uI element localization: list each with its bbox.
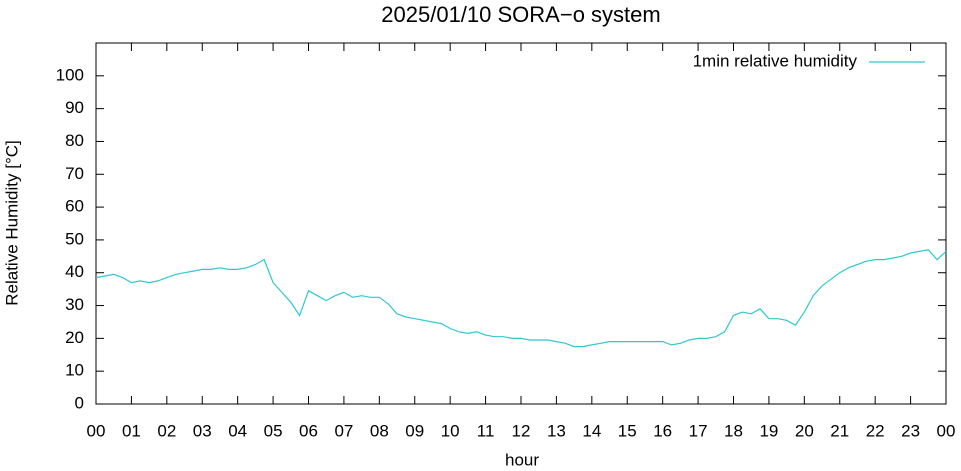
y-tick-label: 20 <box>65 328 84 347</box>
y-tick-label: 50 <box>65 229 84 248</box>
x-tick-label: 23 <box>901 421 920 440</box>
x-tick-label: 13 <box>547 421 566 440</box>
x-tick-label: 01 <box>122 421 141 440</box>
x-tick-label: 05 <box>264 421 283 440</box>
plot-frame <box>95 42 947 405</box>
x-tick-label: 16 <box>653 421 672 440</box>
x-tick-label: 07 <box>334 421 353 440</box>
y-tick-label: 0 <box>75 393 84 412</box>
x-tick-label: 22 <box>866 421 885 440</box>
chart-title: 2025/01/10 SORA−o system <box>381 2 660 27</box>
x-tick-label: 00 <box>87 421 106 440</box>
x-tick-label: 03 <box>193 421 212 440</box>
data-line <box>95 249 947 348</box>
y-tick-label: 100 <box>56 65 84 84</box>
y-axis-label: Relative Humidity [°C] <box>2 140 21 306</box>
y-tick-label: 10 <box>65 361 84 380</box>
y-tick-label: 60 <box>65 197 84 216</box>
x-tick-label: 10 <box>441 421 460 440</box>
x-tick-label: 11 <box>477 421 495 440</box>
y-tick-label: 30 <box>65 295 84 314</box>
x-tick-label: 00 <box>937 421 956 440</box>
x-tick-label: 09 <box>405 421 424 440</box>
x-tick-label: 17 <box>689 421 708 440</box>
y-tick-label: 40 <box>65 262 84 281</box>
x-tick-label: 21 <box>830 421 849 440</box>
x-tick-label: 19 <box>759 421 778 440</box>
x-tick-label: 20 <box>795 421 814 440</box>
y-tick-label: 90 <box>65 98 84 117</box>
x-tick-label: 06 <box>299 421 318 440</box>
x-axis-label: hour <box>505 450 539 469</box>
x-tick-label: 02 <box>157 421 176 440</box>
y-tick-label: 70 <box>65 164 84 183</box>
x-tick-label: 14 <box>582 421 601 440</box>
legend-label: 1min relative humidity <box>693 51 858 70</box>
x-tick-label: 04 <box>228 421 247 440</box>
x-tick-label: 08 <box>370 421 389 440</box>
x-tick-label: 12 <box>512 421 531 440</box>
y-tick-label: 80 <box>65 131 84 150</box>
x-tick-label: 18 <box>724 421 743 440</box>
x-tick-label: 15 <box>618 421 637 440</box>
